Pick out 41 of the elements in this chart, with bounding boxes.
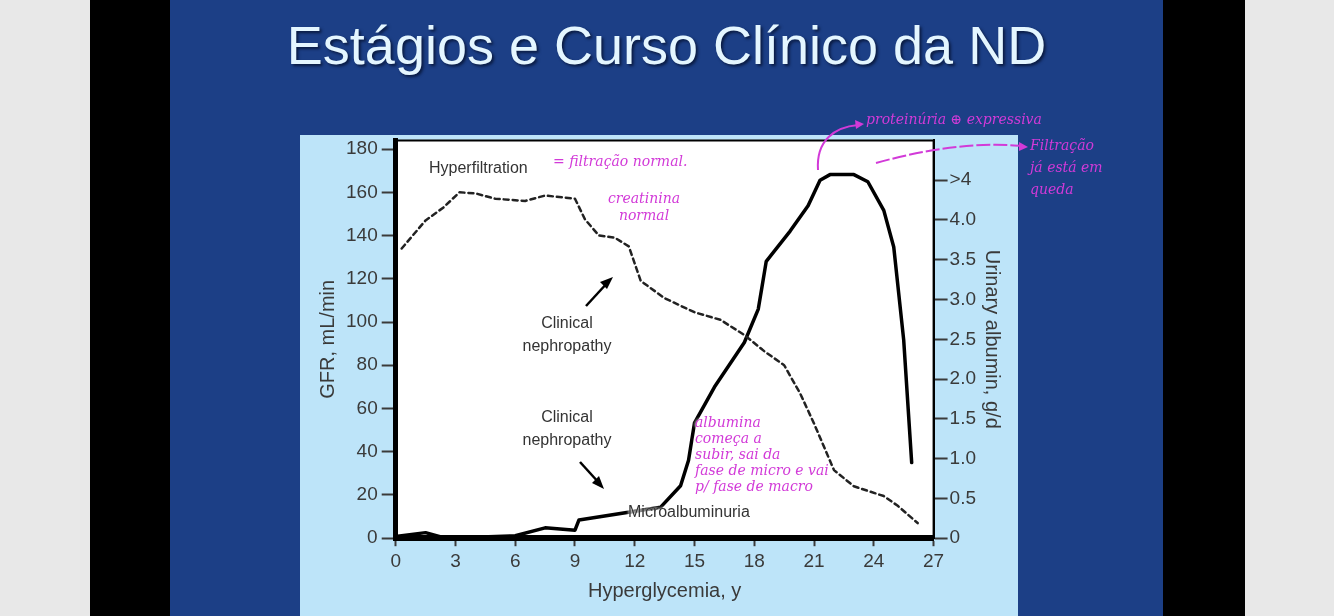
text: proteinúria ⊕ expressiva [866, 110, 1042, 129]
y-tick-label: 80 [356, 353, 378, 375]
y-tick-label: 120 [346, 267, 378, 288]
annotation: Hyperfiltration [429, 158, 528, 178]
y2-tick-label: >4 [949, 168, 972, 190]
x-tick-label: 27 [923, 549, 945, 571]
y-axis-title: GFR, mL/min [315, 279, 338, 399]
x-tick-label: 12 [624, 549, 646, 571]
y2-tick-label: 0.5 [949, 486, 977, 508]
annotation: creatinina normal [606, 190, 682, 224]
y2-tick-label: 4.0 [949, 208, 977, 230]
x-tick-label: 0 [390, 549, 401, 571]
y2-tick-label: 1.5 [949, 407, 977, 429]
annotation: Microalbuminuria [628, 502, 750, 522]
y-tick-label: 20 [356, 483, 378, 505]
y2-tick-label: 2.0 [949, 367, 977, 389]
y2-tick-label: 1.0 [949, 446, 977, 468]
annotation: = filtração normal. [553, 152, 688, 171]
annotation: Clinical nephropathy [521, 407, 613, 450]
y2-tick-label: 0 [949, 526, 961, 548]
y-tick-label: 180 [346, 137, 378, 159]
y-tick-label: 140 [346, 223, 378, 245]
x-tick-label: 18 [743, 549, 765, 571]
y-tick-label: 60 [356, 396, 378, 418]
y2-tick-label: 3.0 [949, 287, 977, 309]
y2-axis-title: Urinary albumin, g/d [982, 249, 1005, 429]
y-tick-label: 40 [356, 439, 378, 461]
x-tick-label: 6 [509, 549, 521, 571]
y-tick-label: 0 [367, 526, 378, 548]
y-tick-label: 100 [346, 310, 378, 332]
chart-title: Estágios e Curso Clínico da ND [285, 14, 1048, 76]
y2-tick-label: 3.5 [949, 247, 977, 269]
x-tick-label: 9 [569, 549, 581, 571]
x-axis-title: Hyperglycemia, y [587, 578, 742, 601]
x-tick-label: 15 [683, 549, 706, 571]
y2-tick-label: 2.5 [949, 327, 977, 349]
y-tick-label: 160 [346, 180, 378, 202]
x-tick-label: 24 [863, 549, 885, 571]
x-tick-label: 3 [450, 549, 461, 571]
x-tick-label: 21 [803, 549, 825, 571]
annotation: Clinical nephropathy [521, 313, 613, 356]
